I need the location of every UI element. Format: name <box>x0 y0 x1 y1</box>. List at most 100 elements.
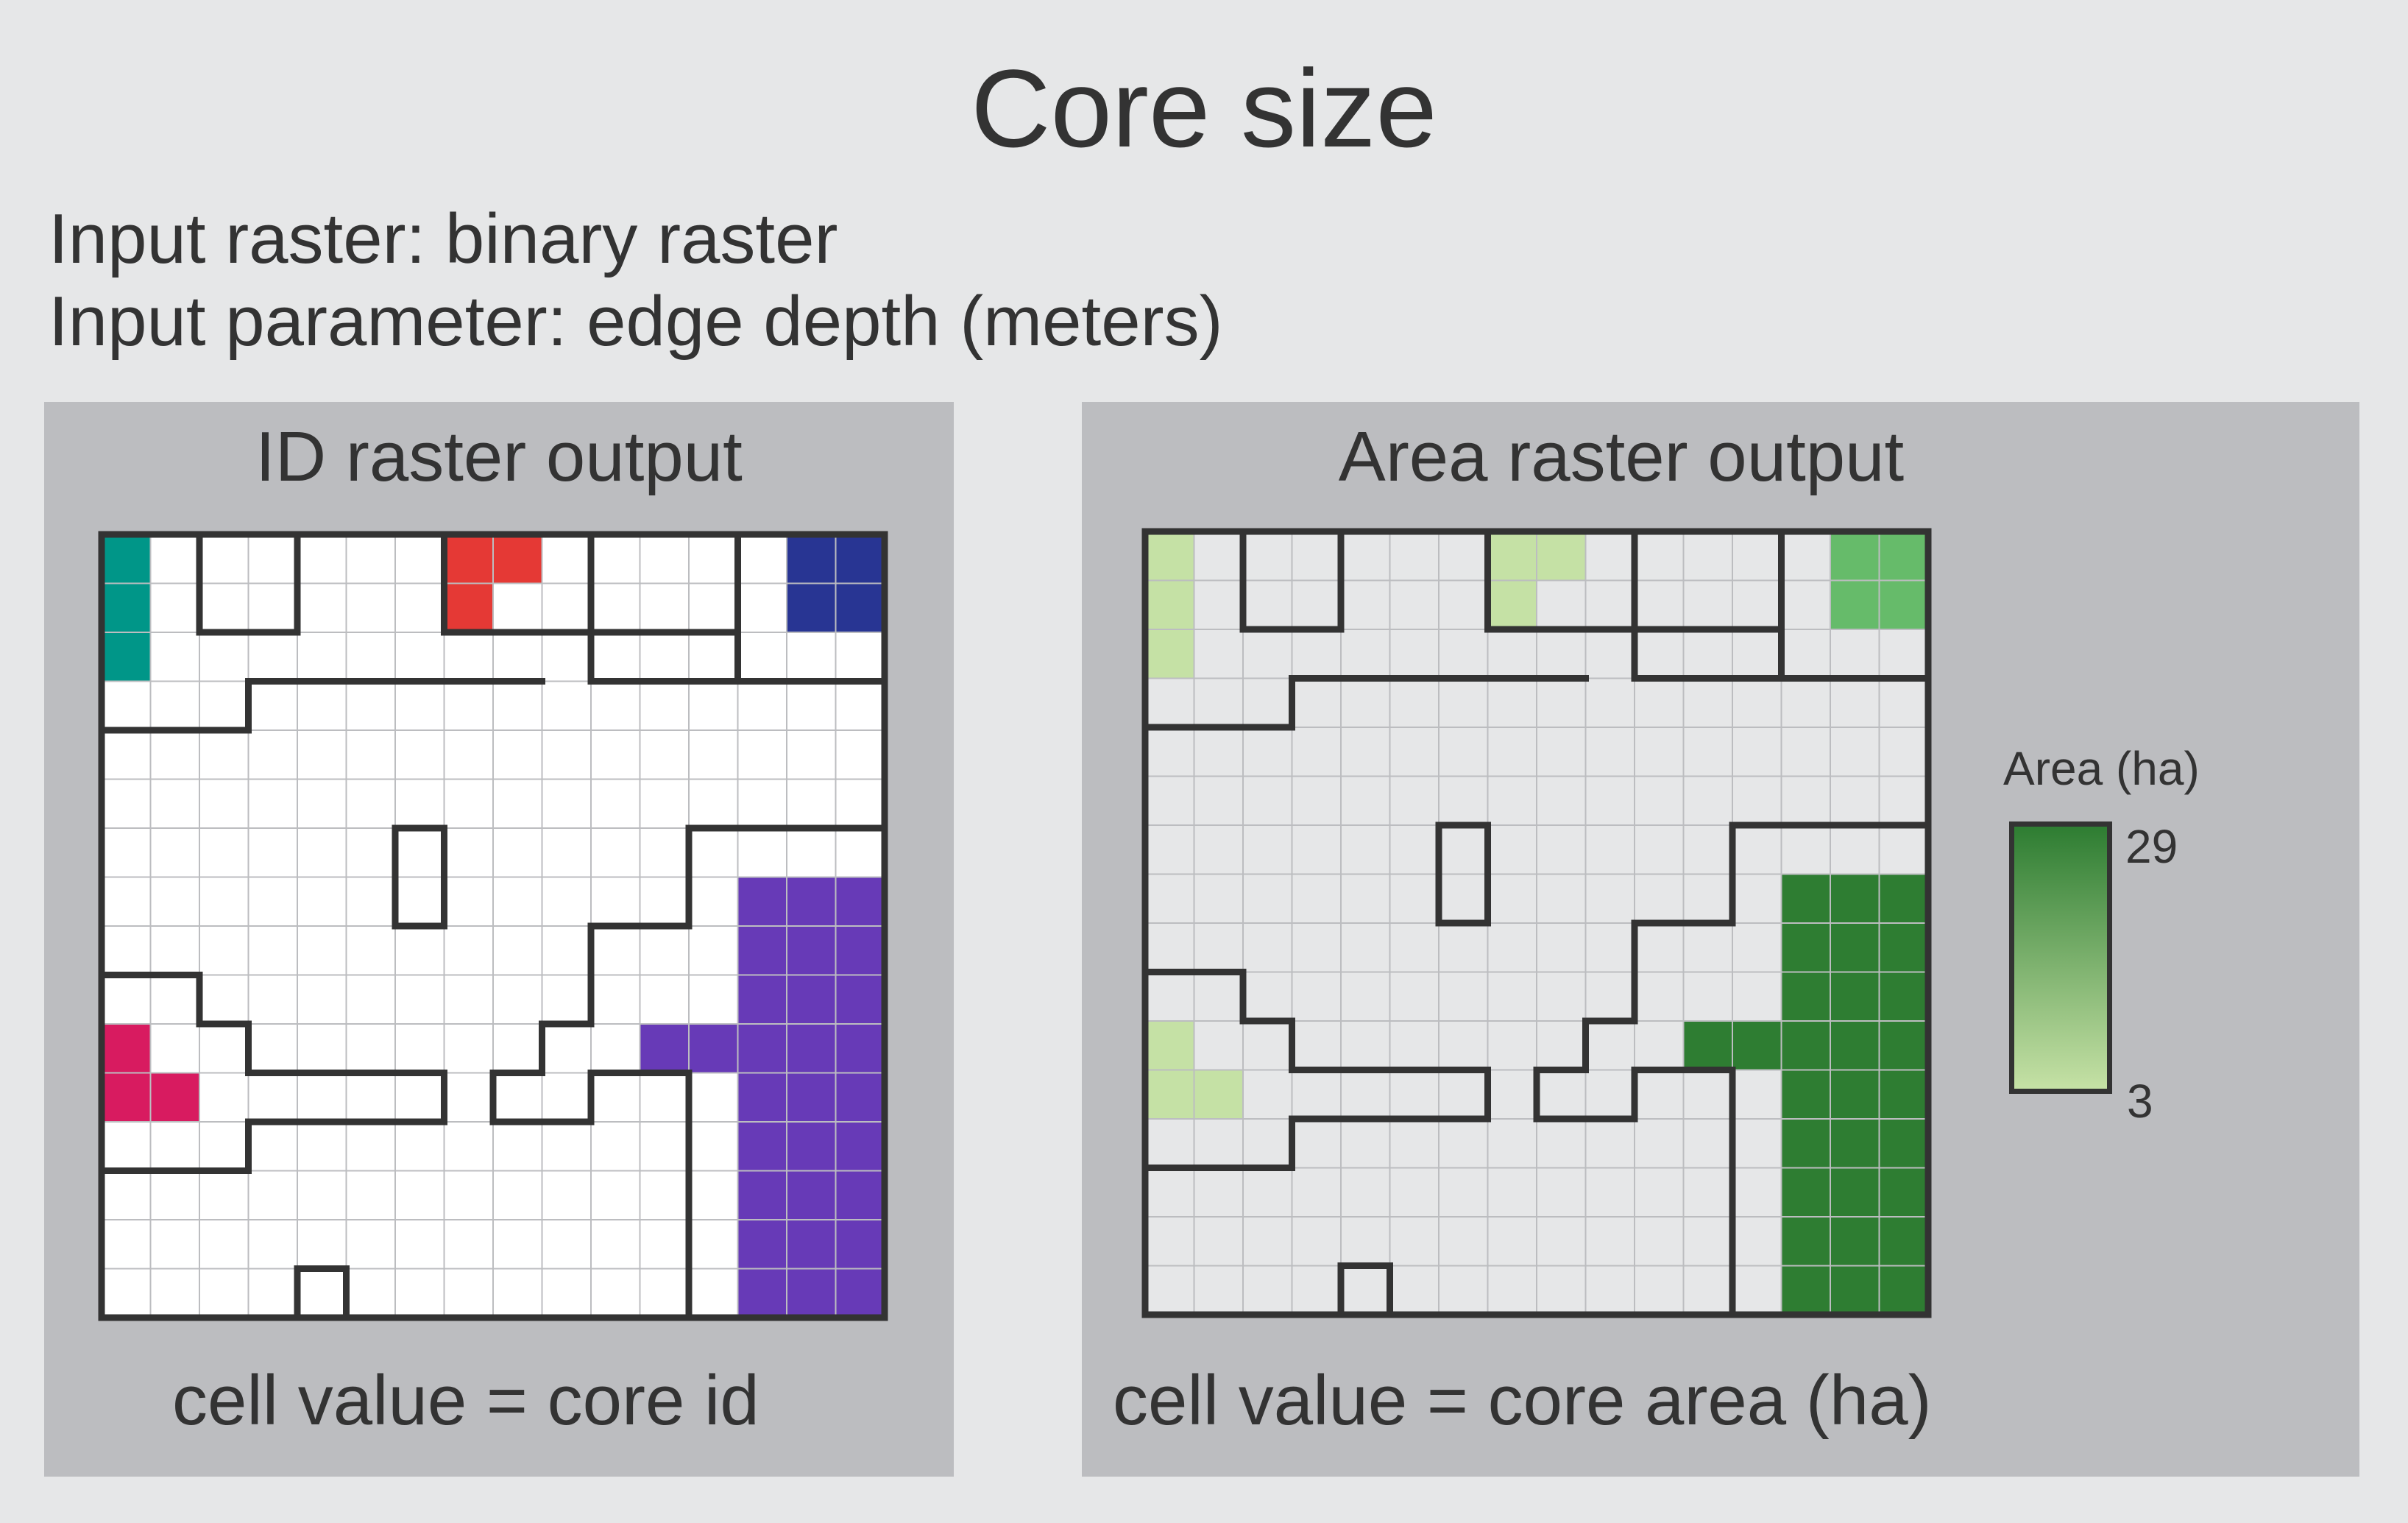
core-cell-purple <box>1781 1021 1830 1070</box>
patch-boundary <box>392 824 447 930</box>
core-cell-purple <box>1781 923 1830 972</box>
core-cell-navy <box>835 583 885 632</box>
core-cell-purple <box>1830 1070 1880 1119</box>
core-cell-magenta <box>102 1073 151 1122</box>
core-cell-purple <box>1781 1265 1830 1315</box>
core-cell-purple <box>787 1024 836 1073</box>
core-cell-purple <box>689 1024 738 1073</box>
core-cell-purple <box>1879 923 1928 972</box>
core-cell-purple <box>835 877 885 926</box>
core-cell-purple <box>1830 1217 1880 1266</box>
core-cell-purple <box>787 926 836 975</box>
core-cell-purple <box>1830 1167 1880 1217</box>
core-cell-purple <box>1879 1119 1928 1168</box>
core-cell-purple <box>835 975 885 1024</box>
area-raster-title: Area raster output <box>1338 417 1905 496</box>
patch-boundary <box>1484 528 1785 682</box>
patch-boundary <box>441 531 741 685</box>
core-cell-purple <box>1732 1021 1782 1070</box>
core-cell-purple <box>835 1073 885 1122</box>
core-cell-purple <box>640 1024 689 1073</box>
core-cell-purple <box>835 926 885 975</box>
core-cell-purple <box>737 1122 787 1171</box>
core-cell-purple <box>1830 1119 1880 1168</box>
input-raster-label: Input raster: binary raster <box>49 199 838 278</box>
core-cell-purple <box>737 1024 787 1073</box>
core-cell-teal <box>102 534 151 584</box>
core-cell-purple <box>835 1268 885 1318</box>
core-cell-purple <box>835 1170 885 1220</box>
core-cell-red <box>1487 580 1537 629</box>
area-raster-panel: Area raster output cell value = core are… <box>1082 402 2359 1477</box>
core-cell-magenta <box>1145 1021 1194 1070</box>
figure-title: Core size <box>971 46 1437 170</box>
patch-boundary <box>1141 675 1589 731</box>
patch-boundary <box>1778 528 1932 682</box>
core-cell-teal <box>102 583 151 632</box>
core-cell-purple <box>1781 1167 1830 1217</box>
core-cell-teal <box>1145 531 1194 581</box>
area-raster-caption: cell value = core area (ha) <box>1113 1361 1932 1440</box>
core-cell-purple <box>835 1024 885 1073</box>
core-cell-navy <box>1879 531 1928 581</box>
patch-boundary <box>98 972 447 1174</box>
core-cell-teal <box>1145 629 1194 679</box>
core-cell-navy <box>1830 580 1880 629</box>
core-cell-red <box>1537 531 1586 581</box>
core-cell-purple <box>737 1170 787 1220</box>
core-cell-purple <box>1781 972 1830 1021</box>
core-cell-magenta <box>1145 1070 1194 1119</box>
core-cell-purple <box>1683 1021 1732 1070</box>
patch-boundary <box>1141 528 1932 1318</box>
core-cell-navy <box>787 583 836 632</box>
patch-boundary <box>98 531 888 1321</box>
core-cell-purple <box>835 1220 885 1269</box>
legend-color-bar <box>2009 821 2112 1094</box>
core-cell-navy <box>787 534 836 584</box>
core-cell-teal <box>1145 580 1194 629</box>
core-cell-teal <box>102 632 151 682</box>
core-cell-purple <box>737 1073 787 1122</box>
id-raster-grid <box>98 531 888 1321</box>
core-cell-purple <box>787 877 836 926</box>
patch-boundary <box>489 824 888 1321</box>
core-cell-purple <box>787 1220 836 1269</box>
core-cell-purple <box>1830 874 1880 923</box>
id-raster-title: ID raster output <box>255 417 743 496</box>
core-cell-purple <box>1879 1070 1928 1119</box>
core-cell-purple <box>787 1122 836 1171</box>
core-cell-purple <box>787 1073 836 1122</box>
core-cell-red <box>493 534 542 584</box>
patch-boundary <box>1533 821 1932 1318</box>
core-cell-purple <box>1879 1021 1928 1070</box>
core-cell-purple <box>1830 1265 1880 1315</box>
patch-boundary <box>196 531 301 636</box>
core-cell-purple <box>1830 1021 1880 1070</box>
legend-max-label: 29 <box>2125 820 2178 873</box>
core-cell-purple <box>1879 1217 1928 1266</box>
core-cell-purple <box>1830 972 1880 1021</box>
patch-boundary <box>1337 1262 1393 1318</box>
core-cell-purple <box>787 1268 836 1318</box>
patch-boundary <box>294 1265 350 1321</box>
core-cell-purple <box>1781 1070 1830 1119</box>
legend-title: Area (ha) <box>2003 742 2200 795</box>
core-cell-purple <box>737 1268 787 1318</box>
core-cell-purple <box>1879 972 1928 1021</box>
core-cell-purple <box>787 975 836 1024</box>
core-cell-magenta <box>1194 1070 1243 1119</box>
core-cell-navy <box>1879 580 1928 629</box>
core-cell-purple <box>1781 1119 1830 1168</box>
core-cell-purple <box>737 926 787 975</box>
legend-min-label: 3 <box>2127 1075 2153 1128</box>
core-cell-magenta <box>150 1073 199 1122</box>
patch-boundary <box>98 678 545 734</box>
core-cell-purple <box>1781 1217 1830 1266</box>
area-raster-grid <box>1141 528 1932 1318</box>
id-raster-caption: cell value = core id <box>172 1361 759 1440</box>
core-cell-purple <box>1830 923 1880 972</box>
id-raster-panel: ID raster output cell value = core id <box>44 402 954 1477</box>
input-parameter-label: Input parameter: edge depth (meters) <box>49 282 1223 361</box>
core-cell-purple <box>737 975 787 1024</box>
core-cell-purple <box>737 1220 787 1269</box>
